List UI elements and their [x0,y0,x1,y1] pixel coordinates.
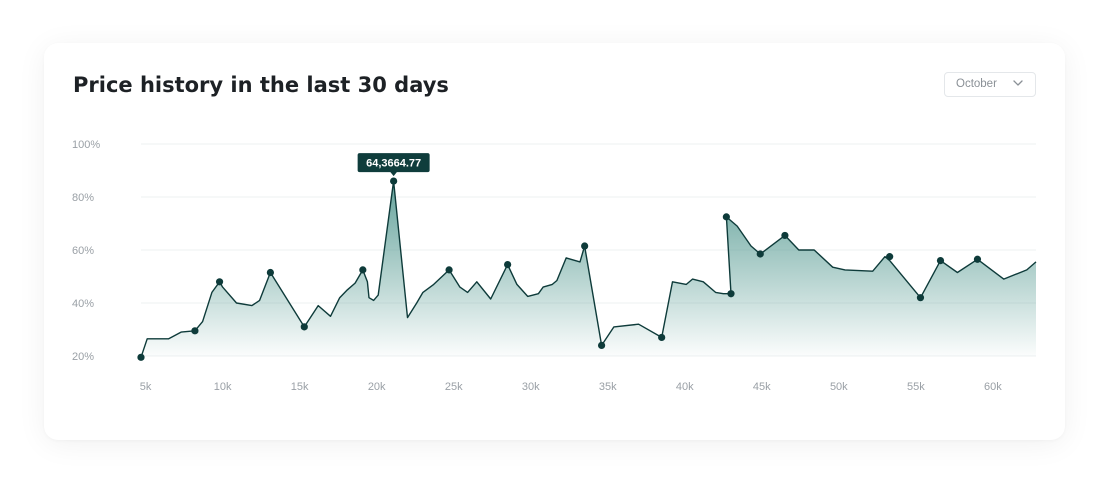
data-point [266,268,274,277]
data-point [445,266,453,274]
month-dropdown-value: October [956,78,997,90]
data-point [936,257,945,265]
data-point [973,255,982,263]
x-tick-label: 60k [984,381,1002,393]
x-tick-label: 25k [445,381,463,393]
data-point [300,323,308,331]
x-tick-label: 55k [907,381,925,393]
data-point [581,242,589,250]
data-point [781,231,789,240]
data-point [722,213,730,221]
y-tick-label: 40% [72,298,94,310]
series-line [140,180,1037,358]
data-point [756,250,764,258]
x-tick-label: 35k [599,381,617,393]
x-tick-label: 45k [753,381,771,393]
x-tick-label: 30k [522,381,540,393]
tooltip-pointer [389,171,398,177]
data-point [215,278,224,286]
data-point [191,327,199,335]
x-tick-label: 15k [291,381,309,393]
chart-title: Price history in the last 30 days [73,73,449,97]
data-point [916,294,925,302]
data-point [390,177,398,185]
y-tick-label: 20% [72,351,94,363]
y-tick-label: 60% [72,245,94,257]
y-tick-label: 100% [72,139,100,151]
x-tick-label: 5k [140,381,152,393]
price-history-card: Price history in the last 30 days Octobe… [44,43,1065,440]
data-point [137,353,145,361]
tooltip-box [357,153,430,173]
month-dropdown[interactable]: October [944,72,1036,97]
x-tick-label: 20k [368,381,386,393]
data-point [597,341,606,349]
x-tick-label: 10k [214,381,232,393]
data-point [658,333,666,342]
data-point [886,253,894,261]
data-point [504,260,512,269]
data-point [359,266,367,274]
tooltip-value: 64,3664.77 [366,158,421,170]
y-tick-label: 80% [72,192,94,204]
x-tick-label: 50k [830,381,848,393]
x-tick-label: 40k [676,381,694,393]
data-point [727,290,735,298]
chevron-down-icon [1013,80,1023,86]
